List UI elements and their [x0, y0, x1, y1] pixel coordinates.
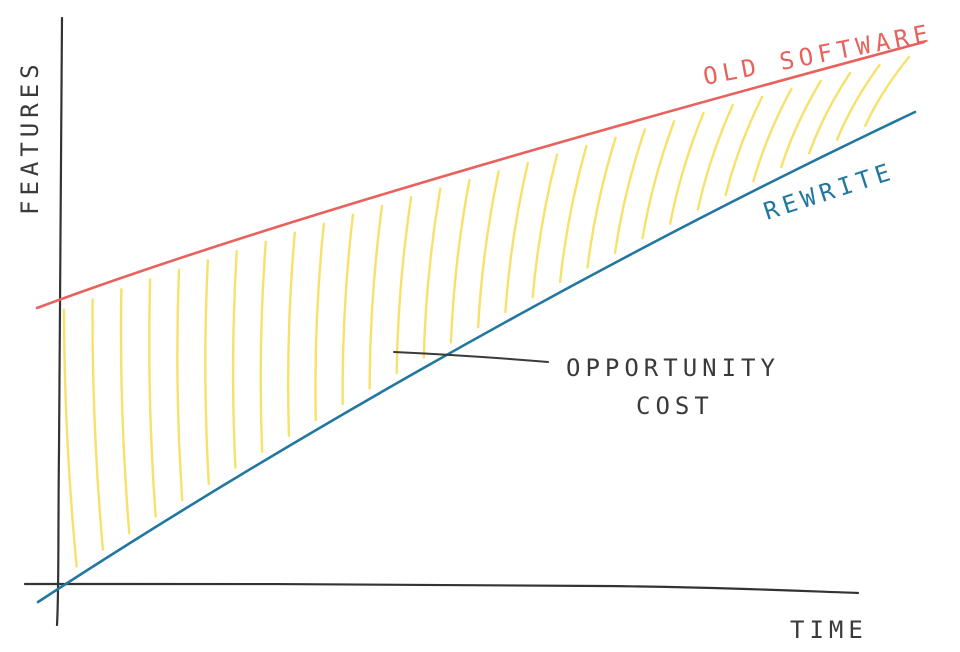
- old-software-line: [35, 40, 926, 310]
- hatch-stroke: [613, 128, 647, 254]
- hatch-stroke: [586, 136, 617, 269]
- hatch-stroke: [91, 298, 105, 551]
- hatch-stroke: [449, 178, 471, 344]
- hatch-stroke: [504, 161, 530, 314]
- y-axis-label: FEATURES: [16, 59, 44, 215]
- hatch-stroke: [62, 308, 78, 568]
- hatch-stroke: [696, 103, 734, 211]
- hatch-stroke: [531, 153, 559, 299]
- old-software-label: OLD SOFTWARE: [701, 19, 935, 91]
- hatch-stroke: [259, 240, 267, 453]
- hatch-stroke: [286, 231, 296, 437]
- y-axis: [55, 16, 64, 627]
- hatch-stroke: [204, 259, 210, 486]
- hatch-stroke: [641, 120, 676, 240]
- cost-label: COST: [636, 392, 714, 420]
- hatch-stroke: [807, 71, 852, 155]
- hatch-stroke: [863, 55, 911, 128]
- hatch-stroke: [119, 288, 131, 535]
- x-axis-label: TIME: [790, 616, 868, 644]
- hatch-stroke: [780, 79, 822, 169]
- hatch-stroke: [724, 95, 764, 197]
- hatch-stroke: [341, 213, 355, 406]
- annotation-leader-line: [393, 351, 549, 363]
- hatch-stroke: [752, 87, 793, 183]
- hatch-stroke: [368, 204, 384, 390]
- opportunity-cost-hatching: [62, 55, 911, 568]
- hatch-stroke: [176, 268, 184, 502]
- hatch-stroke: [476, 170, 500, 329]
- opportunity-label: OPPORTUNITY: [566, 354, 780, 382]
- hatch-stroke: [422, 187, 442, 359]
- rewrite-line: [36, 110, 917, 604]
- hatch-stroke: [231, 249, 238, 469]
- hatch-stroke: [668, 111, 705, 225]
- hatch-stroke: [395, 195, 413, 375]
- hatch-stroke: [558, 144, 588, 284]
- hatch-stroke: [314, 222, 326, 422]
- hatch-stroke: [148, 278, 157, 518]
- x-axis: [23, 582, 860, 595]
- hatch-stroke: [835, 63, 881, 141]
